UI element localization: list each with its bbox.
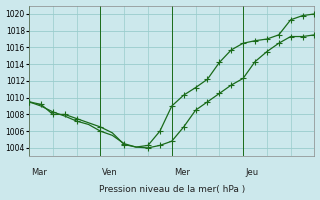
- Text: Mer: Mer: [174, 168, 190, 177]
- Text: Ven: Ven: [102, 168, 118, 177]
- X-axis label: Pression niveau de la mer( hPa ): Pression niveau de la mer( hPa ): [99, 185, 245, 194]
- Text: Mar: Mar: [31, 168, 47, 177]
- Text: Jeu: Jeu: [245, 168, 258, 177]
